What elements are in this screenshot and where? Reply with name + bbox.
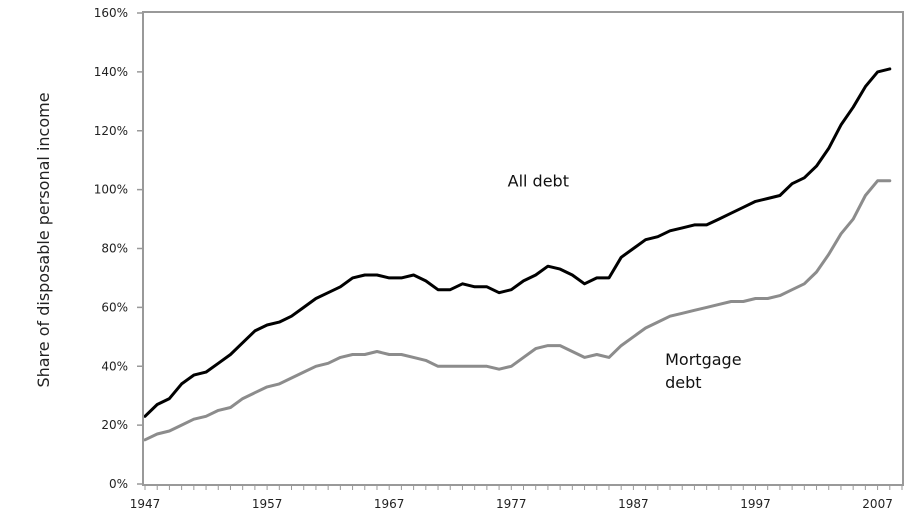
x-tick-label: 2007 (862, 497, 893, 511)
x-tick-label: 1987 (618, 497, 649, 511)
all-debt-series-line (143, 67, 892, 418)
mortgage-debt-annotation: debt (665, 373, 701, 392)
mortgage-debt-annotation: Mortgage (665, 350, 741, 369)
x-tick-label: 1957 (252, 497, 283, 511)
y-axis-ticks: 0% 20% 40% 60% 80% 100% 120% 140% 160% (94, 6, 143, 491)
y-tick-label: 0% (109, 477, 128, 491)
y-tick-label: 100% (94, 183, 128, 197)
y-tick-label: 40% (101, 359, 128, 373)
y-tick-label: 20% (101, 418, 128, 432)
mortgage-debt-series-line (143, 179, 892, 442)
y-tick-label: 160% (94, 6, 128, 20)
annotations: All debt Mortgage debt (508, 172, 742, 392)
x-tick-label: 1967 (374, 497, 405, 511)
y-tick-label: 140% (94, 65, 128, 79)
y-tick-label: 120% (94, 124, 128, 138)
x-axis-ticks: 1947 1957 1967 1977 1987 1997 2007 (130, 485, 903, 511)
y-tick-label: 80% (101, 242, 128, 256)
all-debt-annotation: All debt (508, 172, 569, 191)
y-tick-label: 60% (101, 300, 128, 314)
plot-area-frame (142, 11, 904, 486)
series-layer (143, 67, 892, 442)
y-axis-label: Share of disposable personal income (34, 92, 53, 387)
x-tick-label: 1997 (740, 497, 771, 511)
x-tick-label: 1977 (496, 497, 527, 511)
x-tick-label: 1947 (130, 497, 161, 511)
